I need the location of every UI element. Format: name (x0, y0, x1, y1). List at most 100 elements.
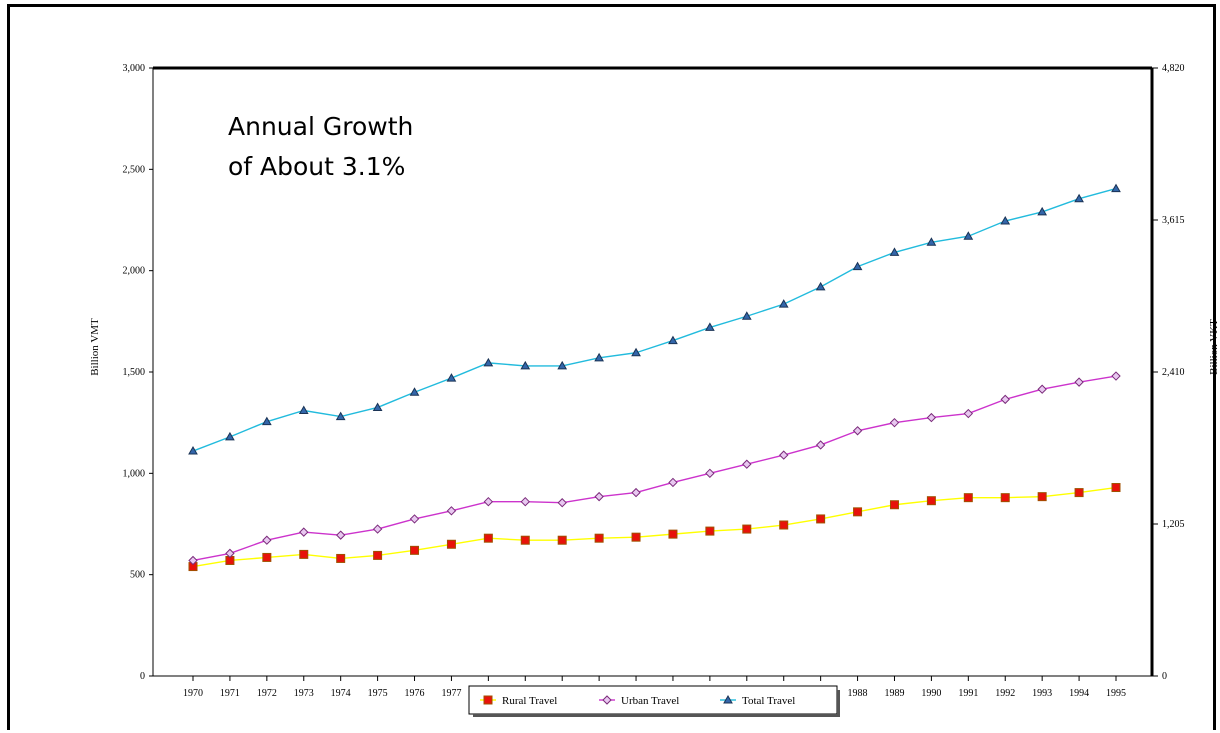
y2-tick-label: 3,615 (1162, 215, 1185, 226)
point-rural-travel (631, 532, 641, 542)
point-total-travel (815, 281, 826, 291)
vmt-line-chart: 0 500 1,000 1,500 2,000 2,500 3,000 0 1,205 2,41… (89, 63, 1219, 717)
point-urban-travel (1037, 384, 1047, 394)
point-total-travel (741, 311, 752, 320)
y-tick-label: 1,500 (123, 367, 146, 378)
point-total-travel (631, 347, 641, 357)
x-tick-label: 1971 (220, 688, 240, 699)
x-tick-label: 1974 (331, 688, 351, 699)
point-rural-travel (483, 533, 493, 543)
x-tick-label: 1994 (1069, 688, 1089, 699)
point-urban-travel (299, 527, 309, 537)
point-rural-travel (1074, 488, 1084, 498)
point-urban-travel (963, 408, 974, 419)
x-tick-label: 1988 (848, 688, 868, 699)
point-urban-travel (188, 555, 198, 566)
point-rural-travel (520, 535, 530, 545)
point-total-travel (261, 416, 272, 426)
series-line-total-travel (192, 187, 1117, 452)
x-tick-label: 1975 (368, 688, 388, 699)
x-tick-label: 1995 (1106, 688, 1126, 699)
point-rural-travel (1111, 483, 1121, 493)
x-tick-label: 1991 (958, 688, 978, 699)
point-urban-travel (889, 417, 900, 428)
point-rural-travel (963, 493, 973, 503)
x-tick-label: 1992 (995, 688, 1015, 699)
point-urban-travel (631, 487, 641, 498)
point-total-travel (372, 402, 383, 411)
y2-tick-label: 4,820 (1162, 63, 1185, 74)
x-tick-label: 1993 (1032, 688, 1052, 699)
point-total-travel (483, 357, 494, 367)
y2-axis-title: Billion VKT (1208, 319, 1219, 375)
point-urban-travel (557, 498, 567, 508)
point-total-travel (188, 446, 198, 455)
point-rural-travel (299, 549, 309, 559)
point-rural-travel (594, 533, 604, 543)
point-rural-travel (926, 496, 936, 506)
point-total-travel (705, 322, 715, 331)
point-urban-travel (225, 548, 235, 559)
point-rural-travel (373, 550, 383, 560)
point-total-travel (1000, 216, 1011, 225)
y-tick-label: 2,000 (123, 266, 146, 277)
point-urban-travel (852, 426, 863, 436)
point-urban-travel (446, 506, 457, 516)
point-total-travel (446, 373, 457, 382)
point-urban-travel (483, 496, 494, 507)
legend-marker-rural-travel (483, 695, 493, 705)
point-urban-travel (779, 450, 789, 460)
y-tick-label: 0 (140, 671, 145, 682)
series-urban-travel (188, 371, 1121, 566)
point-rural-travel (816, 514, 826, 524)
y2-tick-label: 0 (1162, 671, 1167, 682)
point-urban-travel (1074, 377, 1084, 387)
y-tick-label: 3,000 (123, 63, 146, 74)
legend-label-total-travel: Total Travel (742, 695, 795, 707)
point-urban-travel (594, 491, 604, 502)
legend-shadow-right (837, 690, 840, 716)
right-y-axis: 0 1,205 2,410 3,615 4,820 (1152, 63, 1185, 682)
point-rural-travel (853, 507, 863, 517)
series-rural-travel (188, 483, 1121, 572)
x-tick-label: 1973 (294, 688, 314, 699)
series-line-rural-travel (192, 486, 1117, 568)
point-total-travel (889, 247, 900, 256)
point-rural-travel (410, 545, 420, 555)
y-axis-title: Billion VMT (89, 318, 101, 376)
series-line-urban-travel (192, 375, 1117, 562)
point-urban-travel (409, 514, 420, 524)
point-urban-travel (1111, 371, 1121, 381)
point-total-travel (520, 360, 531, 370)
point-rural-travel (705, 526, 715, 536)
point-total-travel (298, 405, 309, 415)
point-total-travel (225, 431, 235, 441)
point-urban-travel (705, 468, 715, 479)
point-rural-travel (1000, 493, 1010, 503)
y2-tick-label: 2,410 (1162, 367, 1185, 378)
point-rural-travel (779, 520, 789, 530)
legend-label-rural-travel: Rural Travel (502, 695, 557, 707)
point-urban-travel (742, 459, 752, 469)
annotation-line-2: of About 3.1% (228, 152, 405, 181)
legend-shadow-bottom (473, 714, 840, 717)
x-tick-label: 1990 (921, 688, 941, 699)
point-total-travel (668, 335, 678, 345)
y2-tick-label: 1,205 (1162, 519, 1185, 530)
point-rural-travel (742, 524, 752, 534)
point-urban-travel (520, 496, 530, 507)
x-tick-label: 1976 (405, 688, 425, 699)
legend: Rural Travel Urban Travel Total Travel (468, 685, 840, 717)
point-urban-travel (926, 412, 937, 423)
point-total-travel (778, 299, 789, 308)
point-rural-travel (1037, 492, 1047, 502)
point-total-travel (335, 411, 346, 421)
point-urban-travel (335, 530, 346, 540)
left-y-axis: 0 500 1,000 1,500 2,000 2,500 3,000 (123, 63, 153, 682)
point-total-travel (1074, 193, 1084, 203)
annotation-line-1: Annual Growth (228, 112, 413, 141)
point-urban-travel (668, 477, 678, 488)
point-total-travel (557, 360, 568, 370)
point-total-travel (963, 231, 974, 240)
legend-marker-urban-travel (602, 695, 612, 705)
